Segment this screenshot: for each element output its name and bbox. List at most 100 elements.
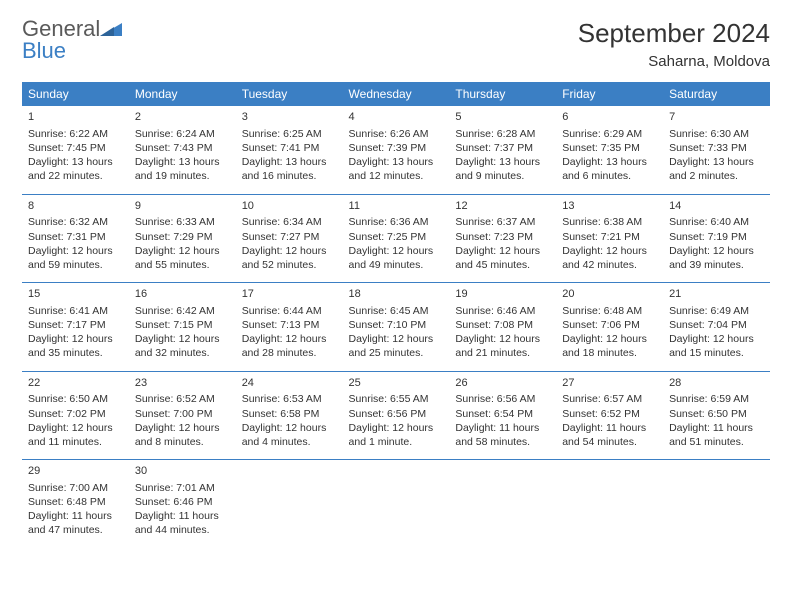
calendar-cell: 14Sunrise: 6:40 AMSunset: 7:19 PMDayligh… — [663, 194, 770, 283]
daylight-line: Daylight: 12 hours and 21 minutes. — [455, 332, 550, 360]
calendar-row: 1Sunrise: 6:22 AMSunset: 7:45 PMDaylight… — [22, 106, 770, 194]
calendar-row: 15Sunrise: 6:41 AMSunset: 7:17 PMDayligh… — [22, 283, 770, 372]
calendar-cell: 5Sunrise: 6:28 AMSunset: 7:37 PMDaylight… — [449, 106, 556, 194]
day-number: 19 — [455, 287, 550, 302]
sunset-line: Sunset: 6:48 PM — [28, 495, 123, 509]
daylight-line: Daylight: 11 hours and 54 minutes. — [562, 421, 657, 449]
daylight-line: Daylight: 12 hours and 15 minutes. — [669, 332, 764, 360]
calendar-cell: 24Sunrise: 6:53 AMSunset: 6:58 PMDayligh… — [236, 371, 343, 460]
day-number: 22 — [28, 376, 123, 391]
col-friday: Friday — [556, 82, 663, 106]
calendar-cell: 28Sunrise: 6:59 AMSunset: 6:50 PMDayligh… — [663, 371, 770, 460]
sunset-line: Sunset: 6:52 PM — [562, 407, 657, 421]
sunset-line: Sunset: 7:08 PM — [455, 318, 550, 332]
sunrise-line: Sunrise: 6:53 AM — [242, 392, 337, 406]
col-monday: Monday — [129, 82, 236, 106]
sunset-line: Sunset: 7:17 PM — [28, 318, 123, 332]
sunset-line: Sunset: 7:31 PM — [28, 230, 123, 244]
day-number: 18 — [349, 287, 444, 302]
day-number: 2 — [135, 110, 230, 125]
daylight-line: Daylight: 12 hours and 11 minutes. — [28, 421, 123, 449]
calendar-cell — [236, 460, 343, 548]
calendar-cell — [449, 460, 556, 548]
daylight-line: Daylight: 13 hours and 6 minutes. — [562, 155, 657, 183]
day-number: 10 — [242, 199, 337, 214]
sunrise-line: Sunrise: 6:26 AM — [349, 127, 444, 141]
sunrise-line: Sunrise: 6:34 AM — [242, 215, 337, 229]
daylight-line: Daylight: 12 hours and 42 minutes. — [562, 244, 657, 272]
calendar-cell: 17 Sunrise: 6:44 AMSunset: 7:13 PMDayligh… — [236, 283, 343, 372]
day-number: 25 — [349, 376, 444, 391]
sunrise-line: Sunrise: 6:22 AM — [28, 127, 123, 141]
day-number: 14 — [669, 199, 764, 214]
calendar-cell: 22Sunrise: 6:50 AMSunset: 7:02 PMDayligh… — [22, 371, 129, 460]
sunrise-line: Sunrise: 6:24 AM — [135, 127, 230, 141]
sunset-line: Sunset: 6:58 PM — [242, 407, 337, 421]
sunset-line: Sunset: 7:25 PM — [349, 230, 444, 244]
day-number: 6 — [562, 110, 657, 125]
day-number: 21 — [669, 287, 764, 302]
sunset-line: Sunset: 6:46 PM — [135, 495, 230, 509]
sunrise-line: Sunrise: 6:32 AM — [28, 215, 123, 229]
sunrise-line: Sunrise: 6:37 AM — [455, 215, 550, 229]
calendar-cell: 27Sunrise: 6:57 AMSunset: 6:52 PMDayligh… — [556, 371, 663, 460]
sunset-line: Sunset: 7:00 PM — [135, 407, 230, 421]
sunrise-line: Sunrise: 6:50 AM — [28, 392, 123, 406]
day-number: 4 — [349, 110, 444, 125]
calendar-row: 8Sunrise: 6:32 AMSunset: 7:31 PMDaylight… — [22, 194, 770, 283]
sunrise-line: Sunrise: 6:33 AM — [135, 215, 230, 229]
calendar-table: Sunday Monday Tuesday Wednesday Thursday… — [22, 82, 770, 548]
calendar-row: 29Sunrise: 7:00 AMSunset: 6:48 PMDayligh… — [22, 460, 770, 548]
sunrise-line: Sunrise: 6:41 AM — [28, 304, 123, 318]
logo-word-2: Blue — [22, 38, 66, 63]
daylight-line: Daylight: 12 hours and 52 minutes. — [242, 244, 337, 272]
calendar-cell: 9Sunrise: 6:33 AMSunset: 7:29 PMDaylight… — [129, 194, 236, 283]
day-number: 23 — [135, 376, 230, 391]
header: General Blue September 2024 Saharna, Mol… — [22, 18, 770, 70]
daylight-line: Daylight: 13 hours and 16 minutes. — [242, 155, 337, 183]
daylight-line: Daylight: 12 hours and 28 minutes. — [242, 332, 337, 360]
sunset-line: Sunset: 7:13 PM — [242, 318, 337, 332]
day-number: 17 — [242, 287, 337, 302]
day-header-row: Sunday Monday Tuesday Wednesday Thursday… — [22, 82, 770, 106]
sunset-line: Sunset: 7:37 PM — [455, 141, 550, 155]
sunset-line: Sunset: 7:41 PM — [242, 141, 337, 155]
daylight-line: Daylight: 11 hours and 58 minutes. — [455, 421, 550, 449]
daylight-line: Daylight: 12 hours and 35 minutes. — [28, 332, 123, 360]
calendar-cell — [663, 460, 770, 548]
calendar-cell: 11Sunrise: 6:36 AMSunset: 7:25 PMDayligh… — [343, 194, 450, 283]
day-number: 11 — [349, 199, 444, 214]
day-number: 12 — [455, 199, 550, 214]
sunset-line: Sunset: 7:45 PM — [28, 141, 123, 155]
sunrise-line: Sunrise: 6:40 AM — [669, 215, 764, 229]
daylight-line: Daylight: 12 hours and 55 minutes. — [135, 244, 230, 272]
calendar-cell — [343, 460, 450, 548]
daylight-line: Daylight: 12 hours and 8 minutes. — [135, 421, 230, 449]
day-number: 16 — [135, 287, 230, 302]
sunrise-line: Sunrise: 6:44 AM — [242, 304, 337, 318]
daylight-line: Daylight: 11 hours and 51 minutes. — [669, 421, 764, 449]
sunrise-line: Sunrise: 6:29 AM — [562, 127, 657, 141]
day-number: 9 — [135, 199, 230, 214]
daylight-line: Daylight: 12 hours and 39 minutes. — [669, 244, 764, 272]
calendar-cell: 30Sunrise: 7:01 AMSunset: 6:46 PMDayligh… — [129, 460, 236, 548]
calendar-cell: 21Sunrise: 6:49 AMSunset: 7:04 PMDayligh… — [663, 283, 770, 372]
sunset-line: Sunset: 7:10 PM — [349, 318, 444, 332]
title-block: September 2024 Saharna, Moldova — [578, 18, 770, 70]
col-wednesday: Wednesday — [343, 82, 450, 106]
sunset-line: Sunset: 7:29 PM — [135, 230, 230, 244]
location: Saharna, Moldova — [578, 53, 770, 70]
sunset-line: Sunset: 7:39 PM — [349, 141, 444, 155]
daylight-line: Daylight: 13 hours and 2 minutes. — [669, 155, 764, 183]
sunrise-line: Sunrise: 6:57 AM — [562, 392, 657, 406]
sunrise-line: Sunrise: 7:01 AM — [135, 481, 230, 495]
sunset-line: Sunset: 7:04 PM — [669, 318, 764, 332]
sunrise-line: Sunrise: 6:42 AM — [135, 304, 230, 318]
daylight-line: Daylight: 11 hours and 44 minutes. — [135, 509, 230, 537]
sunrise-line: Sunrise: 6:52 AM — [135, 392, 230, 406]
sunset-line: Sunset: 7:15 PM — [135, 318, 230, 332]
calendar-cell: 26Sunrise: 6:56 AMSunset: 6:54 PMDayligh… — [449, 371, 556, 460]
sunrise-line: Sunrise: 6:36 AM — [349, 215, 444, 229]
calendar-cell: 18Sunrise: 6:45 AMSunset: 7:10 PMDayligh… — [343, 283, 450, 372]
calendar-cell: 4Sunrise: 6:26 AMSunset: 7:39 PMDaylight… — [343, 106, 450, 194]
